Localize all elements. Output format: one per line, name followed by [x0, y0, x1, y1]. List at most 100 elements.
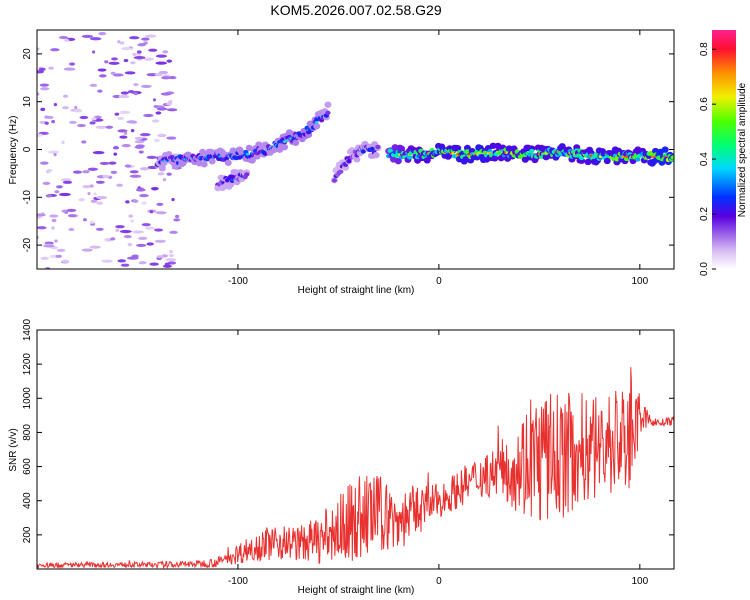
spectrogram-cell [173, 218, 181, 222]
spectrogram-cell [156, 107, 168, 111]
spectrogram-cell [132, 230, 145, 234]
spectrogram-cell [61, 259, 70, 263]
spectrogram-cell [51, 226, 55, 230]
spectrogram-cell [112, 73, 124, 77]
spectrogram-cell [119, 135, 128, 139]
spectrogram-cell [93, 192, 97, 196]
spectrogram-cell [124, 164, 132, 168]
spectrogram-cell [134, 136, 143, 140]
spectrogram-cell [67, 214, 77, 218]
spectrogram-cell [166, 136, 177, 140]
spectrogram-cell [156, 202, 164, 206]
spectrogram-cell [99, 74, 107, 78]
spectrogram-cell [104, 238, 109, 242]
spectrogram-cell [491, 155, 499, 162]
spectrogram-cell [104, 60, 109, 64]
spectrogram-cell [129, 174, 142, 178]
spectrogram-cell [133, 82, 139, 87]
spectrogram-cell [161, 76, 171, 80]
spectrogram-x-label: Height of straight line (km) [298, 285, 415, 296]
spectrogram-cell [37, 133, 43, 137]
spectrogram-cell [137, 43, 146, 47]
spectrogram-cell [134, 140, 145, 144]
spectrogram-cell [136, 50, 142, 54]
spectrogram-cell [623, 156, 630, 162]
spectrogram-cell [129, 36, 140, 40]
snr-y-tick-label: 400 [22, 492, 33, 509]
spectrogram-cell [96, 195, 108, 200]
snr-y-tick-label: 800 [22, 424, 33, 441]
spectrogram-cell [38, 67, 46, 71]
spectrogram-cell [95, 125, 107, 129]
spectrogram-cell [112, 146, 120, 150]
spectrogram-cell [115, 225, 125, 229]
spectrogram-cell [338, 169, 344, 174]
colorbar-tick-label: 0.0 [699, 262, 710, 276]
spectrogram-cell [169, 230, 178, 234]
spectrogram-cell [155, 211, 167, 215]
spectrogram-cell [153, 104, 159, 109]
spectrogram-cell [150, 186, 159, 191]
spectrogram-cell [670, 155, 674, 160]
spectrogram-cell [82, 185, 92, 189]
spectrogram-cell [46, 168, 53, 173]
colorbar: 0.0 0.2 0.4 0.6 0.8 Normalized spectral ampl… [699, 30, 748, 276]
spectrogram-cell [149, 210, 154, 214]
spectrogram-cell [208, 158, 216, 165]
spectrogram-cell [160, 92, 172, 96]
spectrogram-cell [155, 54, 168, 58]
spectrogram-cell [95, 227, 104, 231]
spectrogram-cell [72, 170, 82, 174]
spectrogram-cell [281, 143, 289, 151]
spectrogram-cell [68, 227, 75, 232]
spectrogram-cell [101, 259, 113, 263]
spectrogram-cell [505, 145, 513, 152]
spectrogram-cell [51, 218, 57, 223]
spectrogram-cell [661, 146, 669, 153]
colorbar-tick-label: 0.6 [699, 97, 710, 111]
spectrogram-cell [165, 258, 177, 262]
spectrogram-cell [49, 214, 59, 218]
spectrogram-cell [58, 35, 69, 40]
spectrogram-cell [166, 59, 173, 63]
spectrogram-cell [48, 66, 54, 70]
spectrogram-cell [141, 201, 147, 205]
spectrogram-cell [73, 109, 82, 113]
spectrogram-cell [138, 261, 147, 265]
spectrogram-cell [331, 178, 338, 183]
spectrogram-cell [165, 102, 173, 106]
spectrogram-cell [139, 194, 149, 198]
spectrogram-cell [62, 94, 69, 98]
spectrogram-cells [37, 31, 674, 269]
spectrogram-cell [37, 226, 47, 230]
spectrogram-y-tick-label: 20 [22, 48, 33, 60]
spectrogram-cell [39, 83, 50, 87]
snr-y-label: SNR (v/v) [8, 428, 19, 471]
spectrogram-cell [529, 148, 535, 154]
spectrogram-cell [89, 184, 94, 188]
spectrogram-cell [353, 156, 361, 163]
spectrogram-cell [325, 110, 331, 116]
spectrogram-cell [117, 129, 128, 133]
spectrogram-cell [82, 170, 90, 174]
spectrogram-y-tick-label: -10 [22, 190, 33, 205]
spectrogram-cell [162, 264, 172, 268]
spectrogram-cell [45, 194, 53, 198]
spectrogram-cell [162, 177, 167, 182]
spectrogram-cell [248, 157, 256, 164]
spectrogram-cell [60, 178, 72, 182]
spectrogram-cell [97, 89, 103, 93]
spectrogram-cell [111, 57, 118, 61]
spectrogram-cell [128, 214, 133, 218]
spectrogram-cell [108, 161, 117, 165]
spectrogram-cell [141, 37, 150, 41]
spectrogram-cell [313, 122, 321, 130]
spectrogram-cell [117, 40, 121, 44]
spectrogram-cell [120, 91, 129, 95]
spectrogram-cell [118, 110, 131, 114]
snr-x-tick-label: -100 [228, 576, 248, 587]
spectrogram-cell [123, 235, 132, 239]
spectrogram-cell [146, 155, 158, 160]
